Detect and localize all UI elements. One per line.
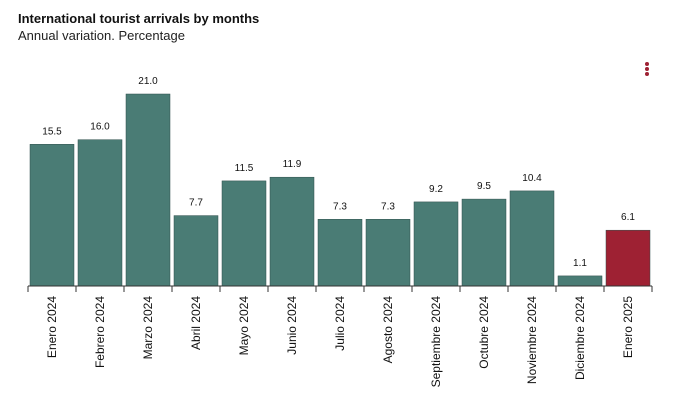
x-tick-label: Noviembre 2024 [525, 296, 539, 384]
x-tick-label: Octubre 2024 [477, 296, 491, 369]
bar[interactable] [221, 180, 267, 287]
data-label: 7.3 [333, 201, 347, 212]
x-tick-label: Enero 2024 [45, 296, 59, 358]
data-label: 6.1 [621, 212, 635, 223]
x-tick-label: Diciembre 2024 [573, 296, 587, 380]
data-label: 16.0 [90, 122, 110, 133]
data-label: 21.0 [138, 76, 158, 87]
x-tick-label: Septiembre 2024 [429, 296, 443, 388]
bar[interactable] [125, 93, 171, 287]
x-tick-label: Febrero 2024 [93, 296, 107, 368]
bar[interactable] [317, 219, 363, 287]
bar[interactable] [365, 219, 411, 287]
bar[interactable] [29, 144, 75, 287]
x-tick-label: Mayo 2024 [237, 296, 251, 356]
kebab-menu-icon[interactable] [643, 62, 651, 78]
bar[interactable] [77, 139, 123, 287]
x-tick-label: Enero 2025 [621, 296, 635, 358]
bar[interactable] [509, 190, 555, 287]
data-label: 9.5 [477, 181, 491, 192]
data-label: 11.9 [283, 159, 302, 170]
data-label: 9.2 [429, 184, 443, 195]
x-tick-label: Agosto 2024 [381, 296, 395, 364]
x-tick-label: Junio 2024 [285, 296, 299, 355]
bar[interactable] [605, 229, 651, 287]
x-tick-label: Marzo 2024 [141, 296, 155, 360]
chart-subtitle: Annual variation. Percentage [18, 28, 185, 43]
data-label: 11.5 [235, 163, 254, 174]
x-tick-label: Abril 2024 [189, 296, 203, 350]
data-label: 10.4 [522, 173, 542, 184]
bar[interactable] [413, 201, 459, 287]
bar[interactable] [461, 198, 507, 287]
x-tick-label: Julio 2024 [333, 296, 347, 351]
data-label: 15.5 [42, 126, 62, 137]
bar[interactable] [557, 275, 603, 287]
chart-title: International tourist arrivals by months [18, 11, 260, 26]
data-label: 7.7 [189, 198, 203, 209]
bar[interactable] [173, 215, 219, 287]
bar[interactable] [269, 176, 315, 287]
data-label: 7.3 [381, 201, 395, 212]
data-label: 1.1 [573, 258, 587, 269]
